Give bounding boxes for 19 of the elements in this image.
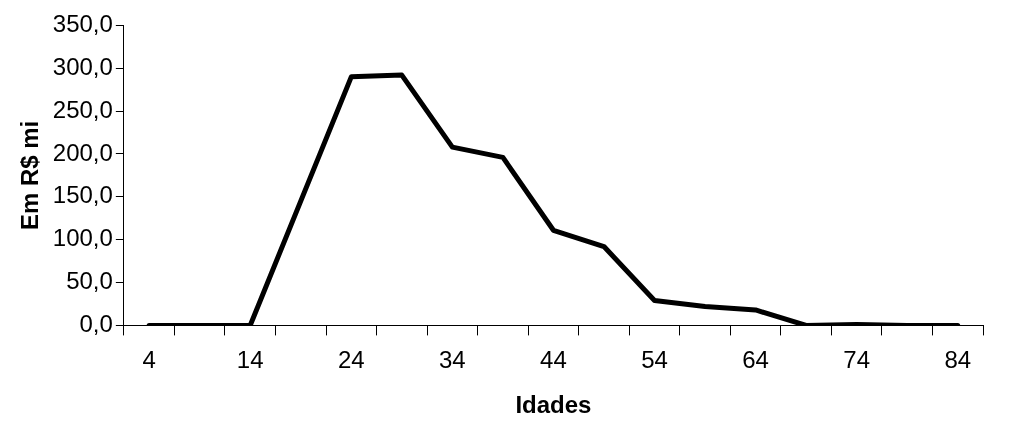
x-tick-label: 74 <box>843 346 871 374</box>
x-axis-title: Idades <box>515 391 592 419</box>
y-tick-label: 250,0 <box>52 95 113 123</box>
y-tick-label: 150,0 <box>52 181 113 209</box>
y-tick-label: 350,0 <box>52 10 113 38</box>
y-axis-title: Em R$ mi <box>16 120 44 231</box>
y-tick-label: 0,0 <box>79 310 113 338</box>
x-tick-label: 54 <box>641 346 668 374</box>
x-tick-label: 4 <box>142 346 156 374</box>
x-tick-label: 84 <box>944 346 972 374</box>
x-tick-label: 14 <box>236 346 264 374</box>
y-tick-label: 200,0 <box>52 138 113 166</box>
x-tick-label: 64 <box>742 346 769 374</box>
y-tick-label: 100,0 <box>52 224 113 252</box>
y-tick-label: 300,0 <box>52 52 113 80</box>
y-tick-label: 50,0 <box>66 267 113 295</box>
x-tick-label: 34 <box>439 346 466 374</box>
x-tick-label: 24 <box>337 346 365 374</box>
x-tick-label: 44 <box>540 346 567 374</box>
